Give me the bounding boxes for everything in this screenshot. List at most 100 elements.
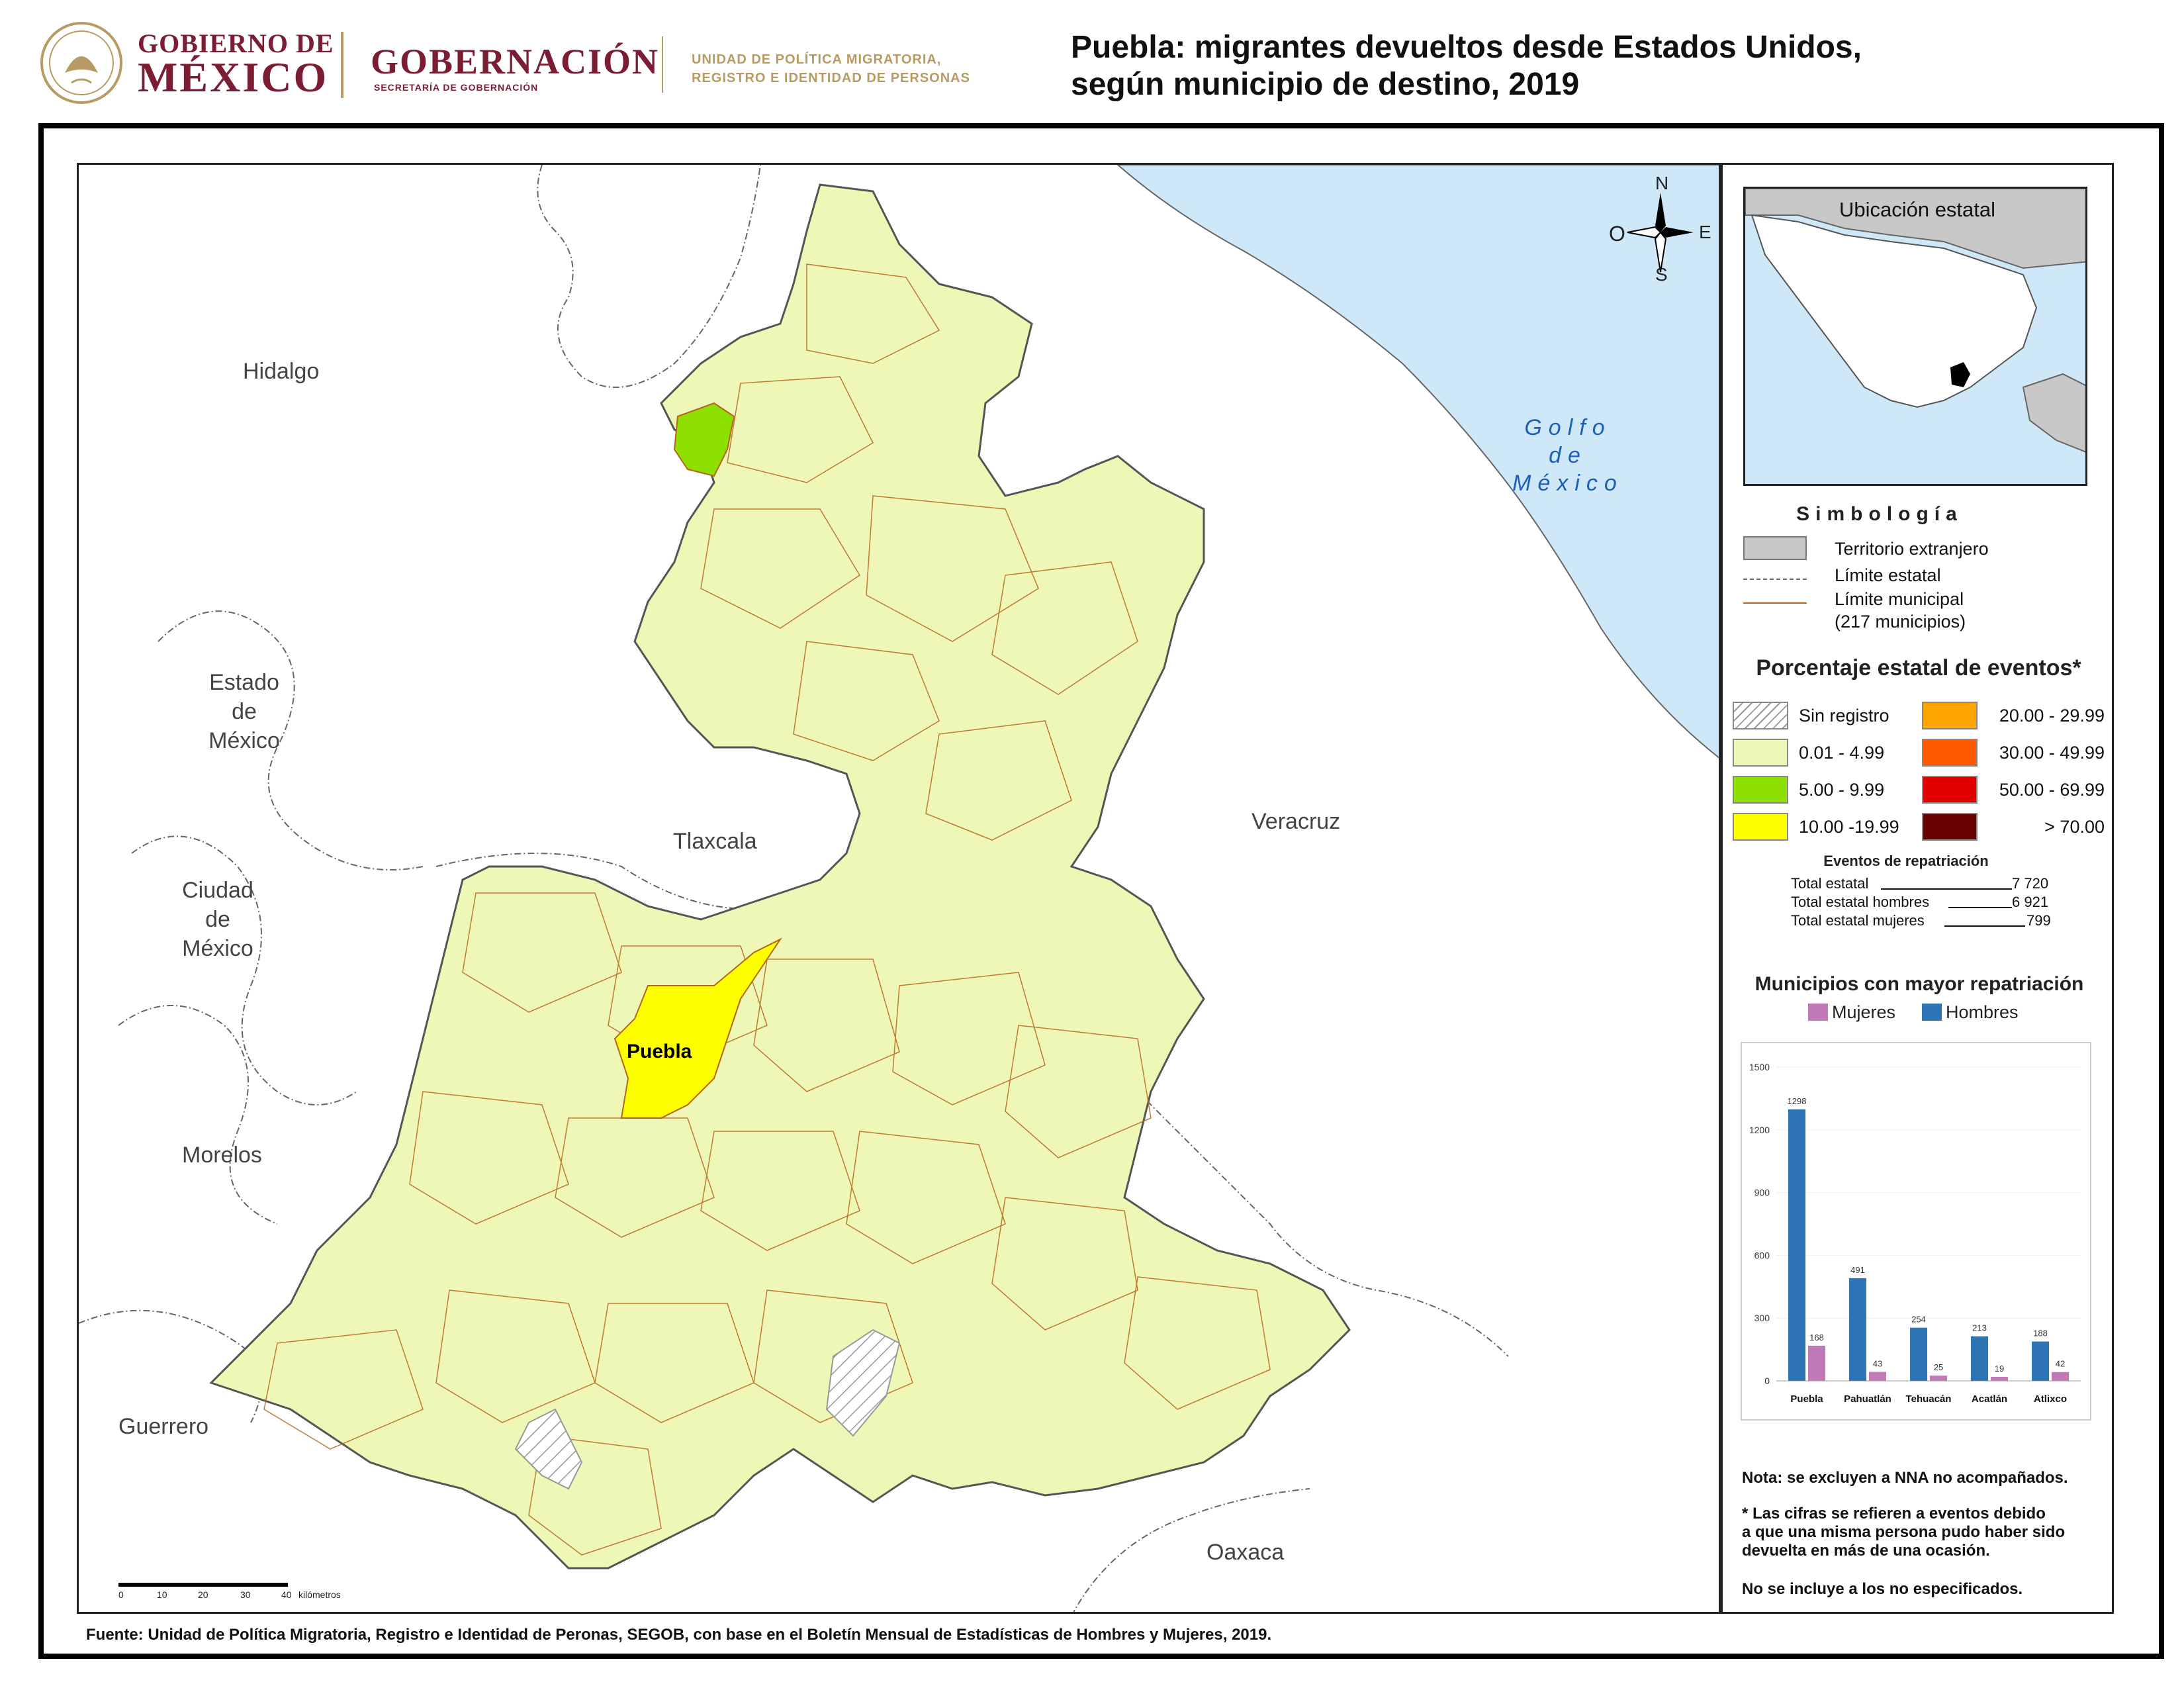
class-label: 10.00 -19.99: [1799, 817, 1899, 837]
events-total-value: 7 720: [2012, 875, 2049, 892]
municipality-puebla: [614, 937, 782, 1119]
compass-n: N: [1655, 173, 1669, 193]
class-swatch: [1733, 813, 1788, 841]
events-women-label: Total estatal mujeres: [1791, 912, 1925, 929]
events-women-line: [1944, 925, 2025, 927]
simb-muni-limit: Límite municipal: [1835, 589, 1964, 609]
compass-s: S: [1655, 264, 1668, 285]
data-label-hombres: 491: [1850, 1265, 1865, 1275]
bar-hombres: [2032, 1341, 2049, 1381]
label-tlaxcala: Tlaxcala: [673, 829, 757, 854]
legend-swatch-hombres: [1922, 1004, 1942, 1021]
label-hidalgo: Hidalgo: [243, 359, 320, 384]
events-total-label: Total estatal: [1791, 875, 1869, 892]
class-swatch: [1733, 776, 1788, 804]
chart-y-tick: 1500: [1749, 1062, 1770, 1072]
data-label-mujeres: 168: [1809, 1333, 1824, 1342]
class-swatch: [1922, 776, 1978, 804]
events-men-line: [1948, 907, 2012, 908]
label-oaxaca: Oaxaca: [1206, 1540, 1285, 1565]
data-label-mujeres: 25: [1934, 1362, 1943, 1372]
note-nna: Nota: se excluyen a NNA no acompañados.: [1742, 1469, 2068, 1487]
class-label: > 70.00: [2044, 817, 2105, 837]
note-events-2: a que una misma persona pudo haber sido: [1742, 1523, 2066, 1541]
chart-x-tick: Acatlán: [1972, 1393, 2007, 1405]
bar-chart-svg: 0 300 600 900 1200 1500 1298 168 Puebla 491 43 Pahu…: [1749, 1062, 2081, 1405]
location-map: Ubicación estatal: [1743, 187, 2087, 486]
state-limit-line: [1743, 579, 1807, 580]
map-panel: Hidalgo Estado de México Ciudad de Méxic…: [77, 163, 1721, 1614]
header: GOBIERNO DE MÉXICO GOBERNACIÓN SECRETARÍ…: [0, 0, 2184, 119]
label-morelos: Morelos: [182, 1143, 262, 1168]
data-label-hombres: 213: [1972, 1323, 1987, 1333]
chart-y-tick: 0: [1764, 1376, 1770, 1386]
compass-o: O: [1609, 222, 1625, 246]
chart-y-tick: 600: [1754, 1250, 1770, 1260]
label-estado-de-mexico: Estado de México: [208, 670, 280, 753]
data-label-mujeres: 19: [1995, 1364, 2004, 1374]
simb-muni-count: (217 municipios): [1835, 612, 1966, 632]
simb-foreign: Territorio extranjero: [1835, 539, 1989, 559]
bar-chart: 0 300 600 900 1200 1500 1298 168 Puebla 491 43 Pahu…: [1741, 1042, 2091, 1421]
puebla-state: [209, 183, 1351, 1570]
bar-hombres: [1788, 1109, 1805, 1381]
class-label: 50.00 - 69.99: [1999, 780, 2105, 800]
location-title: Ubicación estatal: [1839, 198, 1996, 221]
mexico-location-svg: [1745, 189, 2085, 484]
data-label-hombres: 254: [1911, 1315, 1926, 1325]
label-ciudad-de-mexico: Ciudad de México: [182, 878, 253, 961]
chart-x-tick: Tehuacán: [1906, 1393, 1952, 1405]
logo-divider: [341, 32, 343, 98]
class-swatch: [1733, 702, 1788, 729]
puebla-location-marker: [1950, 362, 1970, 387]
map-svg: [79, 165, 1719, 1612]
class-swatch: [1922, 739, 1978, 767]
legend-label-mujeres: Mujeres: [1832, 1002, 1896, 1022]
chart-x-tick: Pahuatlán: [1844, 1393, 1891, 1405]
simbologia-title: Simbología: [1796, 503, 1963, 525]
logo-divider-2: [662, 36, 663, 93]
bar-hombres: [1971, 1336, 1988, 1381]
secretaria-text: SECRETARÍA DE GOBERNACIÓN: [374, 82, 539, 93]
chart-y-tick: 900: [1754, 1188, 1770, 1198]
scale-bar: 0 10 20 30 40 kilómetros: [118, 1571, 410, 1604]
events-men-value: 6 921: [2012, 894, 2049, 910]
bar-mujeres: [1991, 1376, 2008, 1381]
bar-mujeres: [2052, 1372, 2069, 1381]
label-guerrero: Guerrero: [118, 1414, 209, 1439]
gobierno-de-text: GOBIERNO DE: [138, 28, 334, 58]
chart-y-tick: 1200: [1749, 1125, 1770, 1135]
class-swatch: [1922, 813, 1978, 841]
municipality-sin-registro-2: [514, 1408, 583, 1490]
bar-hombres: [1910, 1327, 1927, 1381]
chart-title: Municipios con mayor repatriación: [1754, 973, 2084, 995]
chart-y-tick: 300: [1754, 1313, 1770, 1323]
label-puebla-municipality: Puebla: [627, 1041, 692, 1062]
muni-limit-line: [1743, 602, 1807, 604]
label-veracruz: Veracruz: [1251, 809, 1341, 834]
compass-e: E: [1699, 222, 1711, 242]
label-golfo-de-mexico: Golfo de México: [1512, 415, 1623, 496]
class-label: 5.00 - 9.99: [1799, 780, 1885, 800]
chart-x-tick: Atlixco: [2034, 1393, 2067, 1405]
note-no-especificados: No se incluye a los no especificados.: [1742, 1580, 2023, 1598]
municipality-sin-registro-1: [825, 1329, 901, 1437]
data-label-hombres: 188: [2033, 1329, 2048, 1338]
municipality-pahuatlan: [673, 402, 735, 477]
bar-mujeres: [1808, 1345, 1825, 1381]
class-swatch: [1922, 702, 1978, 729]
source-footer: Fuente: Unidad de Política Migratoria, R…: [86, 1626, 1272, 1644]
class-label: Sin registro: [1799, 706, 1889, 726]
upm-text: UNIDAD DE POLÍTICA MIGRATORIA, REGISTRO …: [692, 52, 970, 85]
mexico-text: MÉXICO: [138, 54, 329, 101]
bar-hombres: [1849, 1278, 1866, 1381]
note-events-1: * Las cifras se refieren a eventos debid…: [1742, 1505, 2046, 1523]
events-total-line: [1881, 888, 2012, 890]
bar-mujeres: [1869, 1372, 1886, 1381]
note-events-3: devuelta en más de una ocasión.: [1742, 1542, 1990, 1560]
class-label: 30.00 - 49.99: [1999, 743, 2105, 763]
municipal-limits: [263, 263, 1271, 1556]
mexico-seal-icon: [40, 22, 122, 104]
events-men-label: Total estatal hombres: [1791, 894, 1930, 910]
chart-x-tick: Puebla: [1790, 1393, 1823, 1405]
